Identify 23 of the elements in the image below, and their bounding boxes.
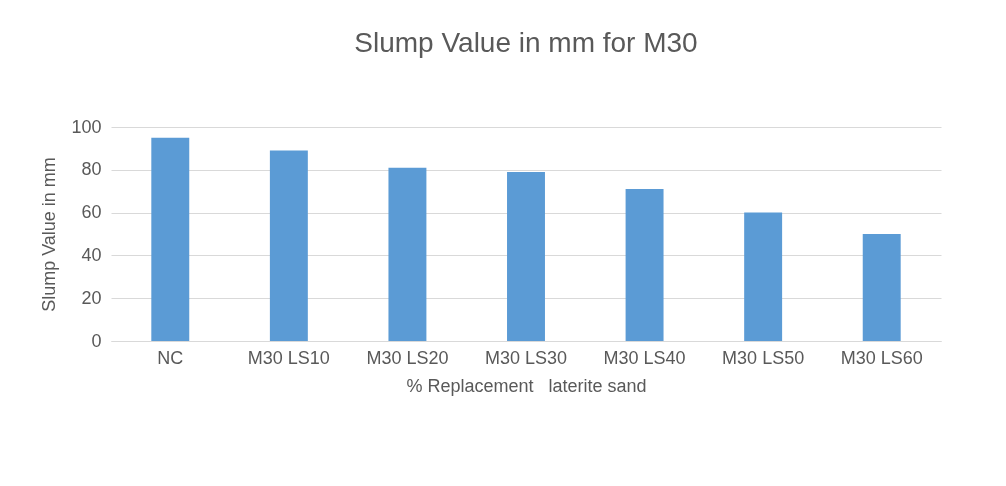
- x-tick-label: M30 LS10: [247, 347, 330, 368]
- bar: [151, 137, 190, 341]
- chart-title: Slump Value in mm for M30: [354, 27, 698, 58]
- x-tick-label: M30 LS40: [603, 347, 686, 368]
- bar: [388, 167, 427, 341]
- x-tick-label: M30 LS50: [722, 347, 805, 368]
- bar: [862, 234, 901, 341]
- y-tick-label: 100: [71, 116, 102, 137]
- bar: [625, 189, 664, 341]
- y-tick-label: 60: [81, 202, 102, 223]
- x-tick-label: NC: [157, 347, 184, 368]
- y-tick-label: 80: [81, 159, 102, 180]
- x-tick-label: M30 LS60: [840, 347, 923, 368]
- x-tick-label: M30 LS30: [484, 347, 568, 368]
- y-tick-label: 40: [81, 244, 102, 265]
- bar: [507, 171, 545, 341]
- x-axis-title: % Replacement laterite sand: [406, 375, 647, 396]
- x-tick-label: M30 LS20: [366, 347, 449, 368]
- y-tick-label: 0: [91, 330, 102, 351]
- bar: [269, 150, 308, 341]
- bar: [744, 212, 783, 341]
- y-tick-label: 20: [81, 287, 102, 308]
- y-axis-title: Slump Value in mm: [39, 157, 60, 312]
